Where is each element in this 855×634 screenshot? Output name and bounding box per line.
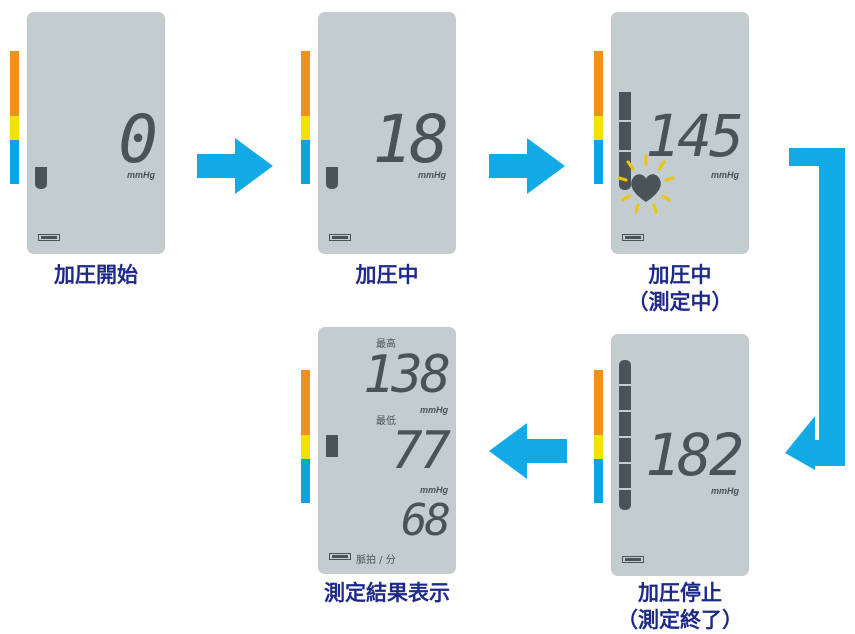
lcd-display: 145 mmHg: [611, 12, 749, 254]
battery-icon: [622, 234, 644, 241]
pressure-segment: [619, 490, 631, 510]
pressure-segment: [619, 412, 631, 436]
right-arrow-icon: [489, 138, 565, 194]
down-left-arrow-icon: [785, 148, 845, 470]
level-bar-yellow: [10, 116, 19, 140]
pressure-reading: 18: [372, 101, 450, 178]
unit-label: mmHg: [419, 485, 448, 495]
level-bar-blue: [10, 140, 19, 184]
diastolic-label: 最低: [376, 416, 396, 427]
level-bar-yellow: [594, 435, 603, 459]
pressure-reading: 182: [645, 421, 744, 489]
unit-label: mmHg: [417, 170, 446, 180]
battery-icon: [329, 234, 351, 241]
battery-icon: [622, 556, 644, 563]
lcd-display: 182 mmHg: [611, 334, 749, 576]
pulse-reading: 68: [401, 495, 451, 546]
pulse-label: 脈拍 / 分: [356, 555, 396, 566]
caption: 加圧中 （測定中）: [601, 262, 759, 316]
pressure-segment: [619, 438, 631, 462]
level-bar-orange: [301, 370, 310, 435]
level-bar-orange: [594, 51, 603, 116]
pressure-segment: [619, 464, 631, 488]
systolic-reading: 138: [363, 345, 451, 405]
level-bar-blue: [301, 140, 310, 184]
systolic-label: 最高: [376, 339, 396, 350]
caption-line-1: 加圧中: [648, 263, 712, 287]
pressure-segment: [619, 360, 631, 384]
caption-line-2: （測定中）: [627, 290, 733, 314]
level-bar-yellow: [594, 116, 603, 140]
battery-icon: [329, 553, 351, 560]
level-bar-blue: [594, 140, 603, 184]
pressure-segment: [326, 167, 338, 189]
level-bar-blue: [301, 459, 310, 503]
right-arrow-icon: [197, 138, 273, 194]
level-bar-orange: [594, 370, 603, 435]
level-bar-orange: [301, 51, 310, 116]
pressure-segment: [619, 122, 631, 150]
level-bar-blue: [594, 459, 603, 503]
unit-label: mmHg: [126, 170, 155, 180]
pressure-reading: 0: [118, 101, 158, 178]
caption: 測定結果表示: [324, 581, 450, 605]
lcd-display: 最高 138 mmHg 最低 77 mmHg 68 脈拍 / 分: [318, 327, 456, 574]
level-bar-yellow: [301, 116, 310, 140]
pressure-segment: [619, 386, 631, 410]
lcd-display: 0 mmHg: [27, 12, 165, 254]
level-bar-yellow: [301, 435, 310, 459]
left-arrow-icon: [489, 423, 567, 479]
unit-label: mmHg: [419, 405, 448, 415]
level-bar-orange: [10, 51, 19, 116]
pressure-reading: 145: [645, 102, 744, 170]
caption-line-1: 加圧停止: [638, 581, 722, 605]
unit-label: mmHg: [710, 486, 739, 496]
pressure-segment: [35, 167, 47, 189]
diastolic-reading: 77: [391, 421, 451, 481]
battery-icon: [38, 234, 60, 241]
lcd-display: 18 mmHg: [318, 12, 456, 254]
caption-line-2: （測定終了）: [617, 608, 743, 632]
caption: 加圧開始: [54, 263, 138, 287]
caption: 加圧中: [355, 263, 419, 287]
caption: 加圧停止 （測定終了）: [596, 580, 764, 634]
level-indicator-segment: [326, 435, 338, 457]
pressure-segment: [619, 92, 631, 120]
heart-icon: [617, 154, 675, 214]
unit-label: mmHg: [710, 170, 739, 180]
